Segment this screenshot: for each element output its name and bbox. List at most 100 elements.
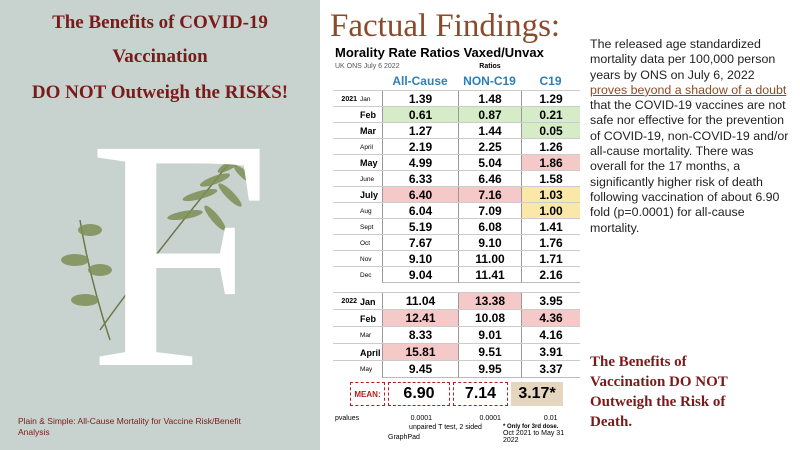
table-row: Mar 1.27 1.44 0.05 [333, 122, 580, 139]
left-title: DO NOT Outweigh the RISKS! [31, 82, 289, 103]
body-text: The released age standardized mortality … [590, 37, 790, 236]
mean-row: MEAN: 6.90 7.14 3.17* [333, 382, 580, 406]
ratio-cell: 6.08 [458, 219, 521, 235]
ratio-cell: 1.58 [521, 171, 580, 187]
table-row: July 6.40 7.16 1.03 [333, 186, 580, 203]
ratio-cell: 7.67 [382, 235, 458, 251]
left-title: The Benefits of COVID-19 [52, 12, 268, 33]
ratio-cell: 12.41 [382, 310, 458, 327]
pvalue: 0.01 [543, 414, 558, 422]
column-header: NON-C19 [463, 74, 516, 88]
ratio-cell: 1.29 [521, 91, 580, 107]
ratio-cell: 9.01 [458, 327, 521, 344]
ratio-cell: 1.44 [458, 123, 521, 139]
table-row: Sept 5.19 6.08 1.41 [333, 218, 580, 235]
ratio-cell: 9.95 [458, 361, 521, 378]
ratio-cell: 1.03 [521, 187, 580, 203]
month: Mar [360, 332, 372, 339]
ratio-cell: 9.04 [382, 267, 458, 283]
ratio-cell: 0.21 [521, 107, 580, 123]
month: Oct [360, 239, 371, 247]
test-note: unpaired T test, 2 sided [409, 424, 482, 431]
month: June [360, 175, 375, 183]
ratio-cell: 6.46 [458, 171, 521, 187]
table-row: April 2.19 2.25 1.26 [333, 138, 580, 155]
ratio-cell: 6.33 [382, 171, 458, 187]
notes: * Only for 3rd dose. Oct 2021 to May 31 2… [503, 424, 580, 444]
group-label: Ratios [479, 62, 501, 70]
pvalue: 0.0001 [479, 414, 501, 422]
ratio-cell: 2.19 [382, 139, 458, 155]
link[interactable]: proves beyond a shadow of a doubt [590, 82, 787, 97]
month: April [360, 143, 374, 151]
month: July [360, 190, 379, 200]
month: Jan [360, 296, 376, 307]
ratio-cell: 4.36 [521, 310, 580, 327]
ratio-cell: 9.45 [382, 361, 458, 378]
ratio-cell: 3.37 [521, 361, 580, 378]
table-row: May 4.99 5.04 1.86 [333, 154, 580, 171]
left-title: Vaccination [112, 46, 208, 67]
month: Feb [360, 110, 377, 120]
year: 2021 [341, 95, 357, 103]
ratio-cell: 1.26 [521, 139, 580, 155]
ratio-cell: 1.39 [382, 91, 458, 107]
period-note: Oct 2021 to May 31 2022 [503, 430, 565, 444]
ratio-cell: 6.04 [382, 203, 458, 219]
month: Jan [360, 95, 371, 103]
table-row: Nov 9.10 11.00 1.71 [333, 250, 580, 267]
table-row: Oct 7.67 9.10 1.76 [333, 234, 580, 251]
left-panel: The Benefits of COVID-19 Vaccination DO … [0, 0, 320, 450]
month: Aug [360, 207, 372, 215]
ratio-cell: 1.48 [458, 91, 521, 107]
ratio-cell: 0.61 [382, 107, 458, 123]
ratio-cell: 9.10 [382, 251, 458, 267]
pvalue-label: pvalues [335, 414, 360, 422]
ratio-cell: 4.16 [521, 327, 580, 344]
ratio-cell: 2.25 [458, 139, 521, 155]
heading: Factual Findings: [330, 8, 561, 44]
ratio-cell: 0.05 [521, 123, 580, 139]
ratio-cell: 2.16 [521, 267, 580, 283]
table-row: Mar 8.33 9.01 4.16 [333, 326, 580, 344]
mean-cell: 3.17* [511, 382, 563, 406]
ratio-cell: 5.04 [458, 155, 521, 171]
fern-illustration [61, 149, 257, 341]
ratio-table: Morality Rate Ratios Vaxed/Unvax UK ONS … [333, 46, 580, 446]
mean-cell: 6.90 [388, 382, 450, 406]
table-row: Dec 9.04 11.41 2.16 [333, 266, 580, 283]
month: April [360, 347, 381, 358]
ratio-cell: 15.81 [382, 344, 458, 361]
ratio-cell: 0.87 [458, 107, 521, 123]
ratio-cell: 3.91 [521, 344, 580, 361]
ratio-cell: 3.95 [521, 293, 580, 310]
table-row: May 9.45 9.95 3.37 [333, 360, 580, 378]
ratio-cell: 6.40 [382, 187, 458, 203]
decorative-letter: F [88, 72, 272, 437]
column-header: All-Cause [392, 74, 448, 88]
ratio-cell: 9.51 [458, 344, 521, 361]
year: 2022 [341, 298, 357, 305]
pvalue-row: pvalues 0.0001 0.0001 0.01 [333, 412, 580, 424]
month: Nov [360, 255, 372, 263]
mean-label: MEAN: [350, 382, 385, 406]
table-row: April 15.81 9.51 3.91 [333, 343, 580, 361]
ratio-cell: 10.08 [458, 310, 521, 327]
note-row: unpaired T test, 2 sided GraphPad * Only f… [333, 424, 580, 448]
dose-note: * Only for 3rd dose. [503, 424, 559, 430]
table-row: 2022 Jan 11.04 13.38 3.95 [333, 292, 580, 310]
month: Dec [360, 271, 372, 279]
month: Sept [360, 223, 374, 231]
ratio-cell: 13.38 [458, 293, 521, 310]
table-row: 2021 Jan 1.39 1.48 1.29 [333, 90, 580, 107]
header-row: All-Cause NON-C19 C19 [333, 72, 580, 90]
table-row: Feb 12.41 10.08 4.36 [333, 309, 580, 327]
source-row: UK ONS July 6 2022 Ratios [333, 60, 580, 72]
software-note: GraphPad [388, 434, 420, 441]
ratio-cell: 5.19 [382, 219, 458, 235]
ratio-cell: 1.27 [382, 123, 458, 139]
ratio-cell: 4.99 [382, 155, 458, 171]
ratio-cell: 7.09 [458, 203, 521, 219]
table-title: Morality Rate Ratios Vaxed/Unvax [335, 45, 544, 60]
